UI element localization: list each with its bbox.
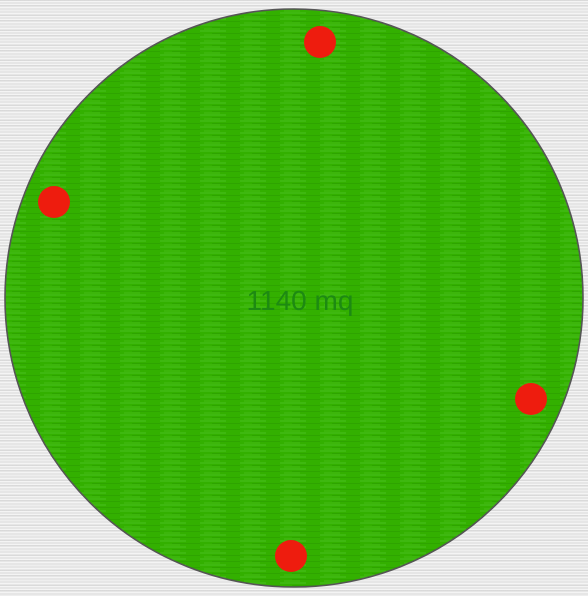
resize-handle-bottom[interactable] (275, 540, 307, 572)
resize-handle-left[interactable] (38, 186, 70, 218)
resize-handle-right[interactable] (515, 383, 547, 415)
area-label: 1140 mq (247, 285, 354, 316)
resize-handle-top[interactable] (304, 26, 336, 58)
